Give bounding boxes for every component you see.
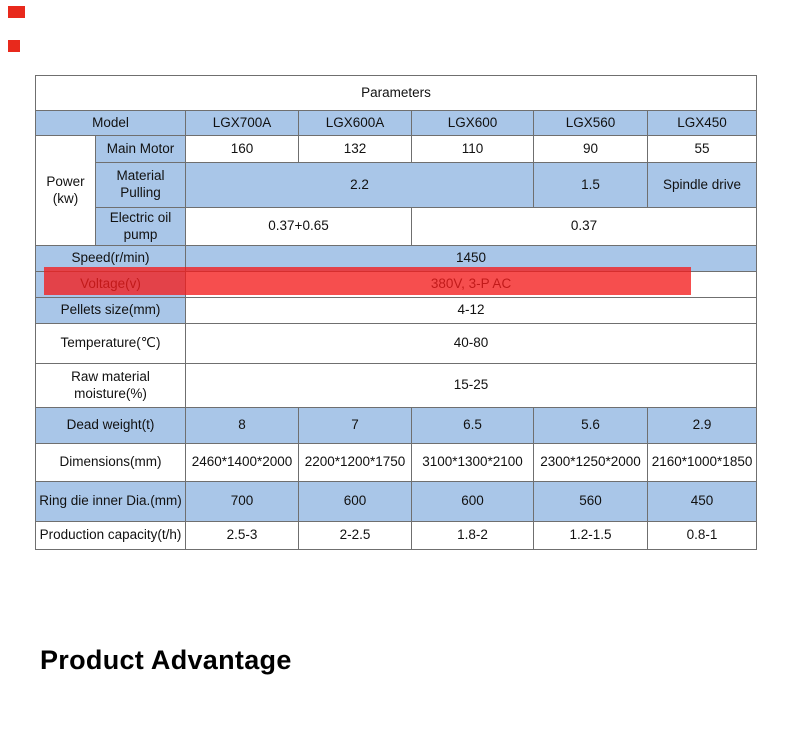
electric-oil-pump-label: Electric oil pump [95, 207, 186, 246]
electric-oil-pump-row: Electric oil pump 0.37+0.65 0.37 [36, 207, 758, 246]
raw-material-moisture-value: 15-25 [184, 363, 758, 408]
temperature-value: 40-80 [184, 323, 758, 364]
ring-die-value-cell: 450 [646, 481, 758, 522]
ring-die-value-cell: 700 [185, 481, 299, 522]
model-value-cell: LGX700A [185, 110, 299, 136]
dead-weight-row: Dead weight(t) 8 7 6.5 5.6 2.9 [35, 407, 758, 444]
dimensions-label: Dimensions(mm) [35, 443, 186, 482]
dimensions-value-cell: 3100*1300*2100 [411, 443, 534, 482]
material-pulling-row: Material Pulling 2.2 1.5 Spindle drive [36, 162, 758, 208]
dead-weight-value-cell: 7 [298, 407, 412, 444]
pellets-size-label: Pellets size(mm) [35, 297, 186, 324]
red-marker-left [8, 40, 20, 52]
ring-die-value-cell: 600 [411, 481, 534, 522]
speed-row: Speed(r/min) 1450 [35, 245, 758, 272]
electric-oil-pump-value-cell: 0.37+0.65 [185, 207, 412, 246]
electric-oil-pump-value-cell: 0.37 [410, 207, 758, 246]
temperature-row: Temperature(℃) 40-80 [35, 323, 758, 364]
production-capacity-value-cell: 2-2.5 [298, 521, 412, 550]
ring-die-row: Ring die inner Dia.(mm) 700 600 600 560 … [35, 481, 758, 522]
production-capacity-label: Production capacity(t/h) [35, 521, 186, 550]
section-heading: Product Advantage [40, 645, 292, 675]
model-value-cell: LGX600 [411, 110, 534, 136]
temperature-label: Temperature(℃) [35, 323, 186, 364]
model-value-cell: LGX600A [298, 110, 412, 136]
raw-material-moisture-row: Raw material moisture(%) 15-25 [35, 363, 758, 408]
model-label: Model [35, 110, 186, 136]
power-label: Power (kw) [35, 135, 96, 246]
dead-weight-value-cell: 8 [185, 407, 299, 444]
production-capacity-value-cell: 1.8-2 [411, 521, 534, 550]
dimensions-value-cell: 2300*1250*2000 [533, 443, 648, 482]
dimensions-row: Dimensions(mm) 2460*1400*2000 2200*1200*… [35, 443, 758, 482]
pellets-size-row: Pellets size(mm) 4-12 [35, 297, 758, 324]
production-capacity-value-cell: 2.5-3 [185, 521, 299, 550]
speed-label: Speed(r/min) [35, 245, 186, 272]
dead-weight-value-cell: 5.6 [533, 407, 648, 444]
main-motor-label: Main Motor [95, 135, 186, 163]
main-motor-value-cell: 110 [411, 135, 534, 163]
voltage-value: 380V, 3-P AC [184, 271, 758, 298]
voltage-row: Voltage(v) 380V, 3-P AC [35, 271, 758, 298]
title-row: Parameters [34, 75, 758, 111]
table-title: Parameters [34, 75, 758, 111]
voltage-label: Voltage(v) [35, 271, 186, 298]
production-capacity-value-cell: 1.2-1.5 [533, 521, 648, 550]
main-motor-value-cell: 160 [185, 135, 299, 163]
parameters-table-wrap: Parameters Model LGX700A LGX600A LGX600 … [34, 75, 758, 550]
parameters-table: Parameters Model LGX700A LGX600A LGX600 … [34, 75, 758, 550]
dimensions-value-cell: 2460*1400*2000 [185, 443, 299, 482]
model-value-cell: LGX450 [646, 110, 758, 136]
material-pulling-value-cell: 2.2 [185, 162, 534, 208]
main-motor-value-cell: 90 [533, 135, 648, 163]
raw-material-moisture-label: Raw material moisture(%) [35, 363, 186, 408]
material-pulling-value-cell: Spindle drive [646, 162, 758, 208]
main-motor-row: Power (kw) Main Motor 160 132 110 90 55 [35, 135, 758, 246]
ring-die-label: Ring die inner Dia.(mm) [35, 481, 186, 522]
main-motor-value-cell: 55 [646, 135, 758, 163]
material-pulling-label: Material Pulling [95, 162, 186, 208]
production-capacity-row: Production capacity(t/h) 2.5-3 2-2.5 1.8… [35, 521, 758, 550]
main-motor-value-cell: 132 [298, 135, 412, 163]
dead-weight-value-cell: 2.9 [646, 407, 758, 444]
production-capacity-value-cell: 0.8-1 [646, 521, 758, 550]
speed-value: 1450 [184, 245, 758, 272]
dimensions-value-cell: 2200*1200*1750 [298, 443, 412, 482]
ring-die-value-cell: 560 [533, 481, 648, 522]
dead-weight-label: Dead weight(t) [35, 407, 186, 444]
model-value-cell: LGX560 [533, 110, 648, 136]
material-pulling-value-cell: 1.5 [533, 162, 648, 208]
ring-die-value-cell: 600 [298, 481, 412, 522]
model-row: Model LGX700A LGX600A LGX600 LGX560 LGX4… [35, 110, 758, 136]
pellets-size-value: 4-12 [184, 297, 758, 324]
dead-weight-value-cell: 6.5 [411, 407, 534, 444]
red-marker-top [8, 6, 25, 18]
dimensions-value-cell: 2160*1000*1850 [646, 443, 758, 482]
